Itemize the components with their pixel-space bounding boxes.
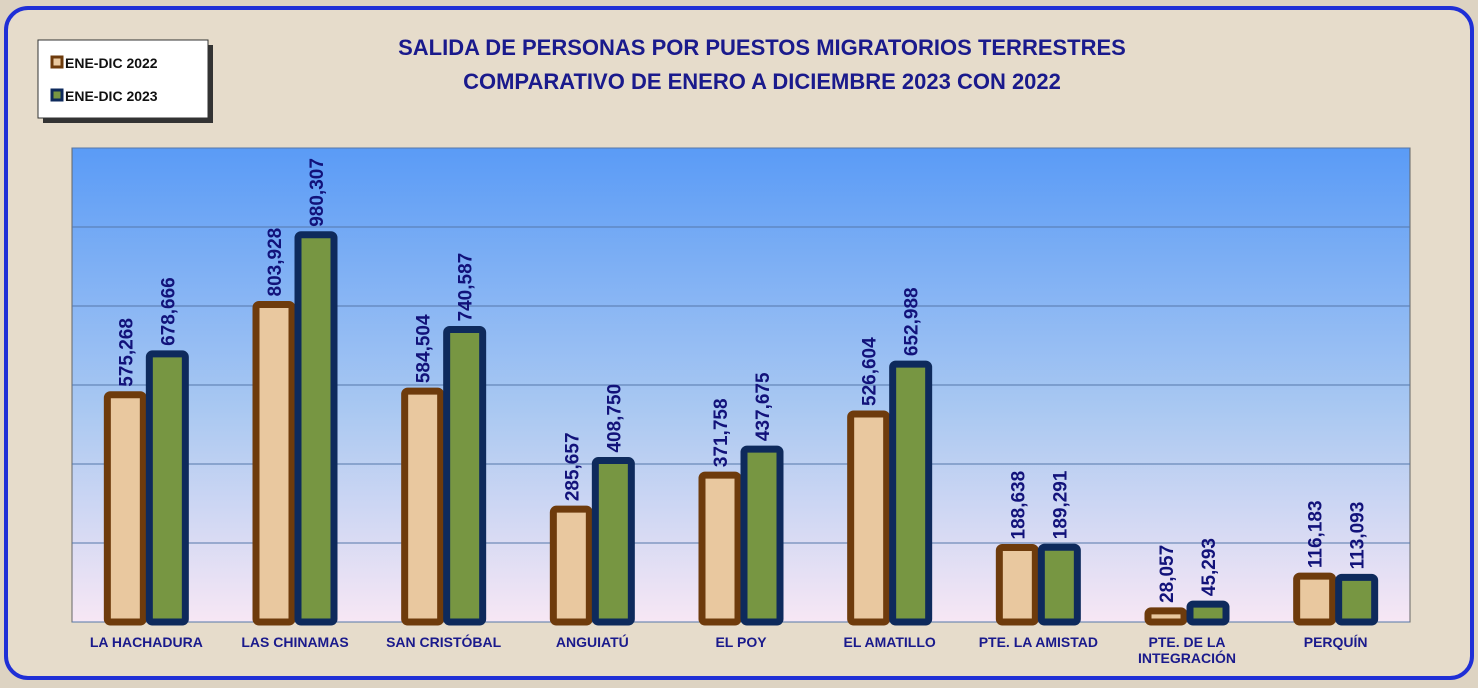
bar — [294, 231, 338, 626]
legend-swatch — [50, 55, 64, 69]
bar — [1293, 572, 1337, 626]
bar — [847, 410, 891, 626]
value-label: 575,268 — [116, 318, 137, 387]
value-label: 678,666 — [158, 277, 179, 346]
value-label: 45,293 — [1199, 538, 1220, 596]
x-tick-label: LA HACHADURA — [89, 634, 203, 650]
bar — [443, 325, 487, 626]
legend — [37, 39, 209, 119]
x-tick-label: SAN CRISTÓBAL — [386, 634, 502, 650]
value-label: 803,928 — [265, 228, 286, 297]
bar — [740, 445, 784, 626]
legend-swatch — [50, 88, 64, 102]
value-label: 116,183 — [1306, 500, 1327, 568]
bar — [889, 360, 933, 626]
bar — [1335, 573, 1379, 626]
bar — [252, 300, 296, 626]
value-label: 371,758 — [711, 398, 732, 467]
value-label: 584,504 — [414, 314, 435, 383]
value-label: 408,750 — [604, 384, 625, 453]
value-label: 28,057 — [1157, 545, 1178, 603]
value-label: 526,604 — [860, 337, 881, 406]
x-tick-label: PERQUÍN — [1303, 634, 1368, 650]
value-label: 740,587 — [456, 253, 477, 322]
bar — [1037, 543, 1081, 626]
x-tick-label: EL POY — [715, 634, 767, 650]
bar — [549, 505, 593, 626]
x-tick-label: ANGUIATÚ — [555, 634, 629, 650]
x-tick-label: PTE. DE LA INTEGRACIÓN — [1138, 634, 1236, 666]
bar — [145, 350, 189, 626]
value-label: 113,093 — [1348, 502, 1369, 570]
x-tick-label: PTE. LA AMISTAD — [978, 634, 1098, 650]
legend-label: ENE-DIC 2023 — [65, 88, 158, 104]
x-tick-label: EL AMATILLO — [843, 634, 936, 650]
value-label: 188,638 — [1008, 471, 1029, 540]
bar — [1186, 600, 1230, 626]
legend-label: ENE-DIC 2022 — [65, 55, 158, 71]
value-label: 285,657 — [562, 432, 583, 501]
value-label: 189,291 — [1050, 470, 1071, 539]
bar — [698, 471, 742, 626]
value-label: 437,675 — [753, 372, 774, 441]
bar — [103, 391, 147, 626]
value-label: 980,307 — [307, 158, 328, 227]
bar — [591, 457, 635, 626]
bar — [1144, 607, 1188, 626]
chart-title: SALIDA DE PERSONAS POR PUESTOS MIGRATORI… — [398, 35, 1126, 60]
bar — [995, 543, 1039, 626]
x-tick-label: LAS CHINAMAS — [241, 634, 349, 650]
chart-subtitle: COMPARATIVO DE ENERO A DICIEMBRE 2023 CO… — [463, 69, 1061, 94]
bar — [401, 387, 445, 626]
value-label: 652,988 — [902, 287, 923, 356]
